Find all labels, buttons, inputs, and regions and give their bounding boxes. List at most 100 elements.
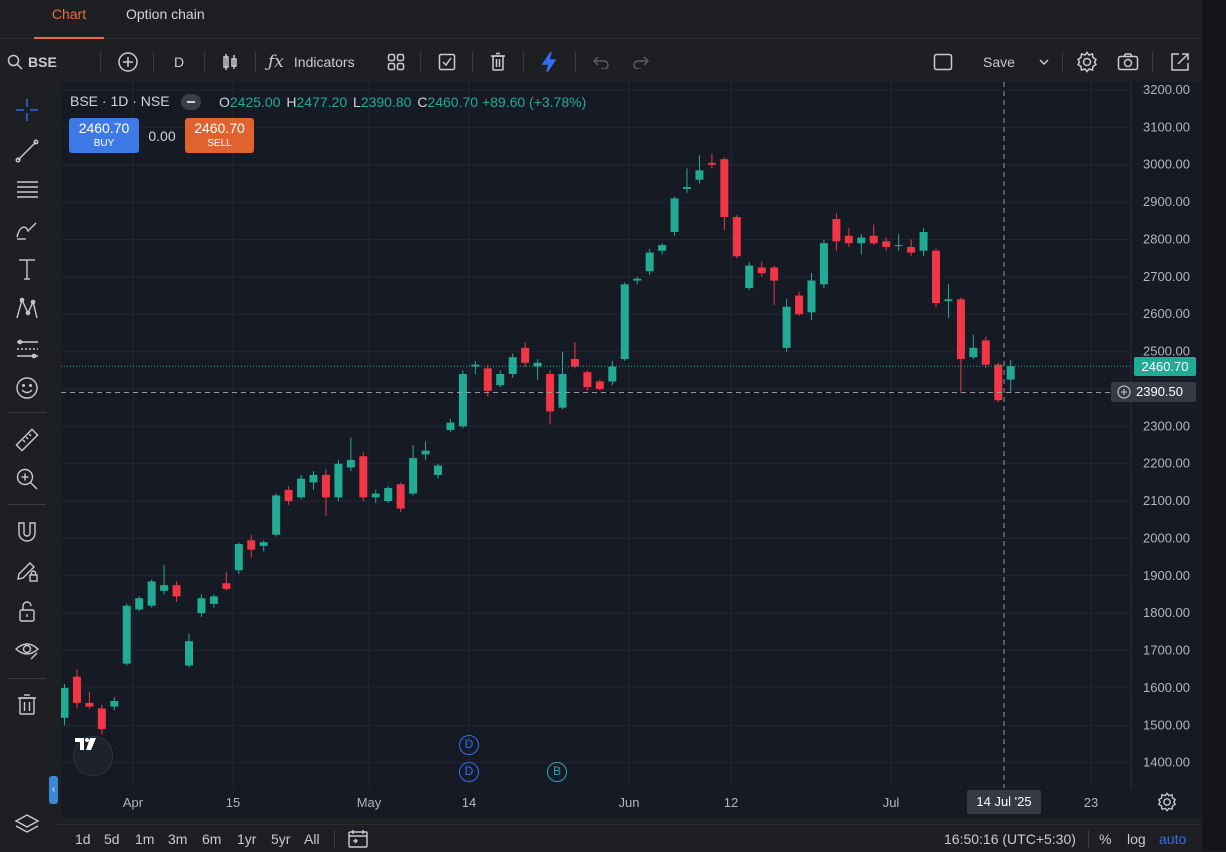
range-3m[interactable]: 3m — [168, 831, 188, 847]
time-tick-label: Jul — [883, 795, 900, 810]
range-5yr[interactable]: 5yr — [271, 831, 291, 847]
gear-icon — [1157, 792, 1177, 812]
chart-type-button[interactable] — [215, 42, 245, 82]
brush-tool[interactable] — [8, 215, 46, 245]
tab-option-chain[interactable]: Option chain — [126, 6, 205, 22]
redo-button[interactable] — [629, 42, 653, 82]
range-1yr[interactable]: 1yr — [237, 831, 257, 847]
spread-value: 0.00 — [148, 128, 176, 144]
save-button[interactable]: Save — [983, 54, 1015, 70]
text-icon — [19, 259, 35, 280]
delete-drawings-button[interactable] — [485, 42, 511, 82]
time-tick-label: Jun — [619, 795, 640, 810]
candle-body — [309, 474, 318, 483]
tab-chart[interactable]: Chart — [34, 0, 104, 39]
settings-button[interactable] — [1073, 42, 1101, 82]
crosshair-price-label[interactable]: 2390.50 — [1111, 382, 1196, 402]
indicators-button[interactable]: ƒx Indicators — [268, 42, 368, 82]
unlock-icon — [19, 601, 35, 622]
bonus-marker[interactable]: B — [547, 762, 567, 782]
range-6m[interactable]: 6m — [202, 831, 222, 847]
zoom-in-icon — [16, 468, 38, 490]
candle-body — [620, 284, 629, 360]
candle-body — [782, 306, 791, 348]
buy-button[interactable]: 2460.70 BUY — [69, 118, 139, 153]
magnet-tool[interactable] — [8, 517, 46, 547]
candle-body — [272, 495, 281, 535]
range-1m[interactable]: 1m — [135, 831, 155, 847]
go-to-date-button[interactable] — [347, 829, 369, 852]
price-tick-label: 1700.00 — [1143, 643, 1190, 658]
grid-icon — [387, 53, 405, 71]
price-tick-label: 2700.00 — [1143, 269, 1190, 284]
range-all[interactable]: All — [304, 831, 320, 847]
object-tree-button[interactable] — [8, 810, 46, 840]
candle-body — [683, 187, 691, 190]
chevron-down-icon — [1039, 59, 1049, 66]
percent-scale-toggle[interactable]: % — [1099, 831, 1112, 847]
crosshair-icon — [16, 99, 38, 121]
price-chart[interactable]: 3200.00 3100.00 3000.00 2900.00 2800.00 2700.… — [61, 82, 1202, 788]
candle-body — [110, 700, 119, 707]
text-tool[interactable] — [8, 254, 46, 284]
price-tick-label: 3200.00 — [1143, 82, 1190, 97]
range-5d[interactable]: 5d — [104, 831, 120, 847]
undo-button[interactable] — [589, 42, 613, 82]
log-scale-toggle[interactable]: log — [1127, 831, 1146, 847]
candle-body — [521, 347, 530, 363]
dividend-marker[interactable]: D — [459, 735, 479, 755]
eye-icon — [14, 643, 40, 660]
dividend-marker[interactable]: D — [459, 762, 479, 782]
candle-body — [570, 359, 579, 367]
clock-timezone[interactable]: 16:50:16 (UTC+5:30) — [944, 831, 1076, 847]
symbol-search-button[interactable]: BSE — [6, 42, 66, 82]
price-tick-label: 2600.00 — [1143, 306, 1190, 321]
candle-body — [259, 542, 268, 546]
candle-body — [409, 458, 418, 494]
hide-drawings-tool[interactable] — [8, 635, 46, 665]
popout-button[interactable] — [1166, 42, 1194, 82]
auto-scale-toggle[interactable]: auto — [1159, 831, 1187, 847]
lock-drawings-tool[interactable] — [8, 556, 46, 586]
sell-button[interactable]: 2460.70 SELL — [185, 118, 254, 153]
fib-tool[interactable] — [8, 175, 46, 205]
trend-line-tool[interactable] — [8, 136, 46, 166]
symbol-title[interactable]: BSE · 1D · NSE — [70, 93, 170, 109]
price-tick-label: 2200.00 — [1143, 456, 1190, 471]
chart-pane[interactable]: 3200.00 3100.00 3000.00 2900.00 2800.00 2700.… — [61, 82, 1202, 812]
templates-button[interactable] — [383, 42, 409, 82]
candle-body — [446, 422, 455, 431]
compare-symbol-button[interactable] — [113, 42, 143, 82]
layout-select-button[interactable] — [930, 42, 956, 82]
collapse-toolbar-handle[interactable]: ‹ — [49, 776, 58, 804]
projection-tool[interactable] — [8, 334, 46, 364]
measure-tool[interactable] — [8, 425, 46, 455]
candle-body — [72, 676, 81, 703]
range-1d[interactable]: 1d — [75, 831, 91, 847]
save-menu-button[interactable] — [1033, 42, 1055, 82]
candle-body — [745, 265, 754, 289]
smiley-icon — [16, 377, 38, 399]
crosshair-tool[interactable] — [8, 95, 46, 125]
alerts-checklist-button[interactable] — [434, 42, 460, 82]
time-axis[interactable]: Apr 15 May 14 Jun 12 Jul 23 14 Jul '25 — [61, 788, 1202, 818]
lock-all-tool[interactable] — [8, 596, 46, 626]
candle-body — [707, 162, 716, 165]
quick-trade-button[interactable] — [536, 42, 562, 82]
candle-body — [85, 702, 94, 707]
remove-objects-tool[interactable] — [8, 690, 46, 720]
price-tick-label: 3000.00 — [1143, 157, 1190, 172]
screenshot-button[interactable] — [1114, 42, 1142, 82]
tradingview-logo[interactable] — [73, 736, 113, 776]
candle-body — [396, 484, 405, 509]
candle-body — [645, 252, 654, 272]
emoji-tool[interactable] — [8, 373, 46, 403]
zoom-tool[interactable] — [8, 464, 46, 494]
horizontal-lines-icon — [17, 181, 38, 198]
interval-button[interactable]: D — [173, 54, 185, 70]
legend-toggle-button[interactable] — [181, 94, 201, 110]
candle-body — [994, 364, 1003, 401]
axis-settings-button[interactable] — [1157, 792, 1177, 815]
candle-body — [919, 232, 928, 251]
pattern-tool[interactable] — [8, 294, 46, 324]
